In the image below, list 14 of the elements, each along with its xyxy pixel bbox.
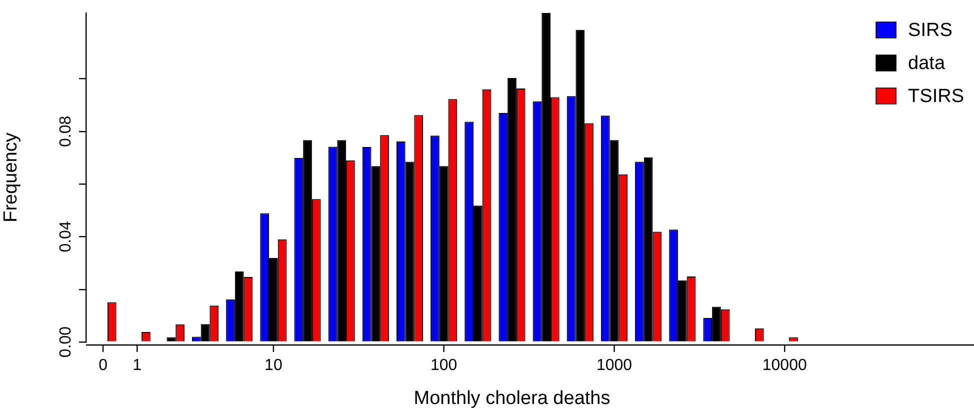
x-tick-label: 1000 xyxy=(596,357,632,374)
x-tick-label: 10 xyxy=(264,357,282,374)
x-tick-label: 10000 xyxy=(762,357,807,374)
y-tick-label: 0.08 xyxy=(57,116,74,148)
y-axis-title: Frequency xyxy=(0,132,22,222)
legend-label: TSIRS xyxy=(908,86,964,108)
x-axis-title: Monthly cholera deaths xyxy=(414,388,610,409)
y-tick-label: 0.04 xyxy=(57,221,74,252)
x-tick-label: 100 xyxy=(430,357,458,374)
y-tick-label: 0.00 xyxy=(57,326,74,358)
legend-label: SIRS xyxy=(908,20,952,42)
x-tick-label: 1 xyxy=(132,357,142,374)
legend-label: data xyxy=(908,53,946,74)
x-tick-label: 0 xyxy=(98,357,108,374)
